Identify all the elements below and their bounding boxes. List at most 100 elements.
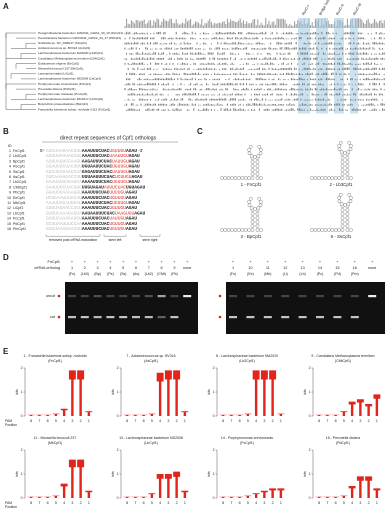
dr-sequence: GUCUAAGAACUUUAAAUUUCUACUGUUGUAGAU [46, 148, 137, 154]
position-label: 3 [263, 419, 265, 423]
position-label: 7 [230, 501, 232, 505]
nucleotide [255, 172, 260, 176]
nucleotide [337, 228, 341, 232]
logo-letter [60, 408, 68, 416]
nucleotide [340, 176, 345, 180]
nucleotide [247, 176, 251, 180]
lane-sign: + [354, 260, 357, 264]
lane-sign: + [319, 260, 322, 264]
domain-label: RuvC-I [301, 4, 310, 16]
logo-letter [315, 414, 323, 416]
band-label: uncut [46, 294, 56, 298]
ortholog-name: EeCpf1 [13, 196, 25, 200]
loop-part: UGUUGU [112, 164, 129, 170]
nucleotide [349, 144, 353, 148]
lane-number: 10 [248, 266, 252, 270]
domain-highlight [298, 18, 310, 114]
cut-band [316, 316, 324, 319]
logo-letter [164, 370, 172, 416]
row-label: FnCpf1 [48, 260, 60, 264]
alignment-row [124, 62, 382, 65]
nucleotide [233, 228, 238, 232]
cut-band [229, 316, 237, 319]
position-label: 7 [134, 419, 136, 423]
position-label: 4 [351, 419, 353, 423]
row-id: 7 [9, 180, 11, 184]
y-tick-label: 2 [309, 448, 311, 452]
removed-part: GUUUAGAACCUCU [46, 205, 82, 211]
position-label: 8 [222, 501, 224, 505]
y-tick-label: 2 [21, 448, 23, 452]
position-label: 6 [239, 419, 241, 423]
nucleotide [345, 212, 350, 216]
logo-letter [373, 394, 381, 416]
position-label: 1 [88, 419, 90, 423]
row-id: 8 [9, 185, 11, 189]
lane-ortholog: (Pc) [317, 272, 324, 276]
lane-ortholog: (Fn) [230, 272, 237, 276]
loop-part: UUUUGU [109, 190, 126, 196]
lane-sign: + [160, 260, 163, 264]
lane-ortholog: (Li) [283, 272, 288, 276]
logo-letter [348, 401, 356, 416]
dr-sequence: GUCUGAGAGUCUAGAGAUUUCUACUAUUGUAGAU [46, 169, 140, 175]
logo-letter [44, 496, 52, 498]
stem-left-part: AAAUUUCUAC [82, 153, 110, 159]
logo-letter [68, 459, 76, 498]
row-id: 12 [7, 206, 11, 210]
stem-right-part: AGAU [129, 169, 140, 175]
uncut-band [183, 295, 192, 298]
nucleotide [257, 196, 262, 201]
species-name: Peregrinibacteria bacterium GW2011_GWA2_… [38, 31, 123, 35]
band-marker [218, 315, 222, 319]
panel-label: A [3, 2, 9, 11]
nucleotide [230, 228, 234, 232]
lane-ortholog: (Pe) [107, 272, 114, 276]
position-label: 2 [80, 419, 82, 423]
nucleotide [248, 144, 253, 149]
removed-part: UCUGAAUUUACAU [46, 195, 82, 201]
species-name: Lachnospiraceae bacterium MC2017 (Lb3Cpf… [38, 97, 103, 101]
row-id: 10 [7, 196, 11, 200]
y-tick-label: 2 [21, 366, 23, 370]
stem-left-part: AAAUUUCUAC [82, 226, 110, 232]
y-tick-label: 2 [117, 448, 119, 452]
nucleotide [220, 176, 224, 180]
row-id: 15 [7, 222, 11, 226]
logo-letter [219, 414, 227, 416]
cut-band [170, 316, 179, 319]
nucleotide [337, 144, 341, 148]
lane-sign: + [122, 260, 125, 264]
lane-number: 1 [232, 266, 234, 270]
logo-title: 13 - Lachnospiraceae bacterium ND2006 [119, 436, 183, 440]
nucleotide [258, 203, 263, 208]
nucleotide [337, 176, 341, 180]
ortholog-name: Lb2Cpf1 [13, 180, 27, 184]
logo-letter [156, 474, 164, 498]
ortholog-name: PmCpf1 [13, 227, 26, 231]
cut-band [144, 316, 153, 319]
uncut-band [144, 295, 153, 298]
dr-sequence: AUUUAGUGCAAGUAAGAUUUCUACUAUUGUAGAU [46, 159, 140, 165]
nucleotide [316, 176, 321, 180]
ortholog-name: CMtCpf1 [13, 185, 27, 189]
y-tick-label: 1 [21, 472, 23, 476]
position-label: 6 [143, 501, 145, 505]
logo-letter [85, 411, 93, 416]
lane-ortholog: (Lb) [299, 272, 305, 276]
ortholog-name: PcCpf1 [13, 217, 25, 221]
loop-part: UAAGUGU [115, 211, 135, 217]
loop-part: UAUUGU [112, 159, 129, 165]
position-label: 6 [335, 419, 337, 423]
uncut-band [106, 295, 115, 298]
logo-letter [60, 483, 68, 498]
loop-part: UAAUUGU [109, 153, 129, 159]
species-name: Candidatus Methanoplasma termitum (CMtCp… [38, 56, 105, 60]
panel-label: E [3, 347, 9, 356]
uncut-band [316, 295, 324, 298]
lane-sign: + [371, 260, 374, 264]
position-label: 6 [143, 419, 145, 423]
lane-sign: + [109, 260, 112, 264]
nucleotide [340, 164, 345, 168]
alignment-row [124, 36, 385, 40]
